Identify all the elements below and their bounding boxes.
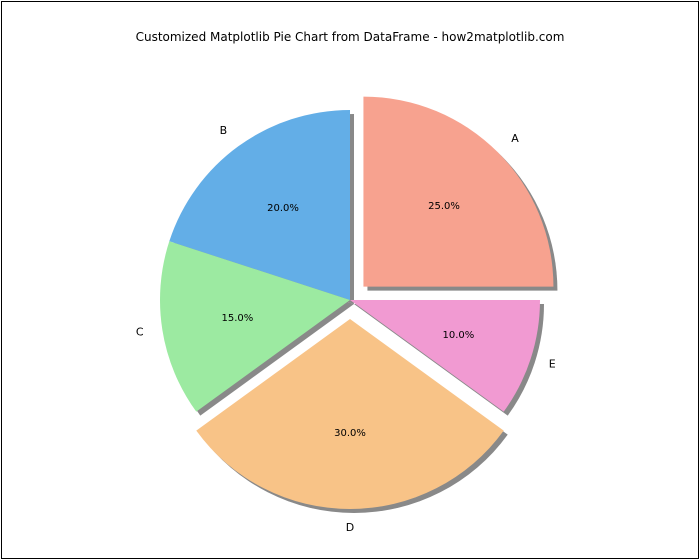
pie-slice-a [363, 97, 553, 287]
pie-label-a: A [511, 132, 519, 145]
pie-percent-a: 25.0% [428, 201, 460, 212]
pie-label-d: D [346, 521, 354, 534]
pie-percent-b: 20.0% [267, 203, 299, 214]
pie-percent-c: 15.0% [222, 313, 254, 324]
pie-chart: 25.0% A 20.0% B 15.0% C 30.0% D 10.0% E [0, 0, 700, 560]
pie-percent-d: 30.0% [334, 428, 366, 439]
pie-percent-e: 10.0% [443, 330, 475, 341]
pie-label-c: C [136, 326, 144, 339]
pie-label-b: B [220, 124, 228, 137]
pie-label-e: E [549, 358, 556, 371]
